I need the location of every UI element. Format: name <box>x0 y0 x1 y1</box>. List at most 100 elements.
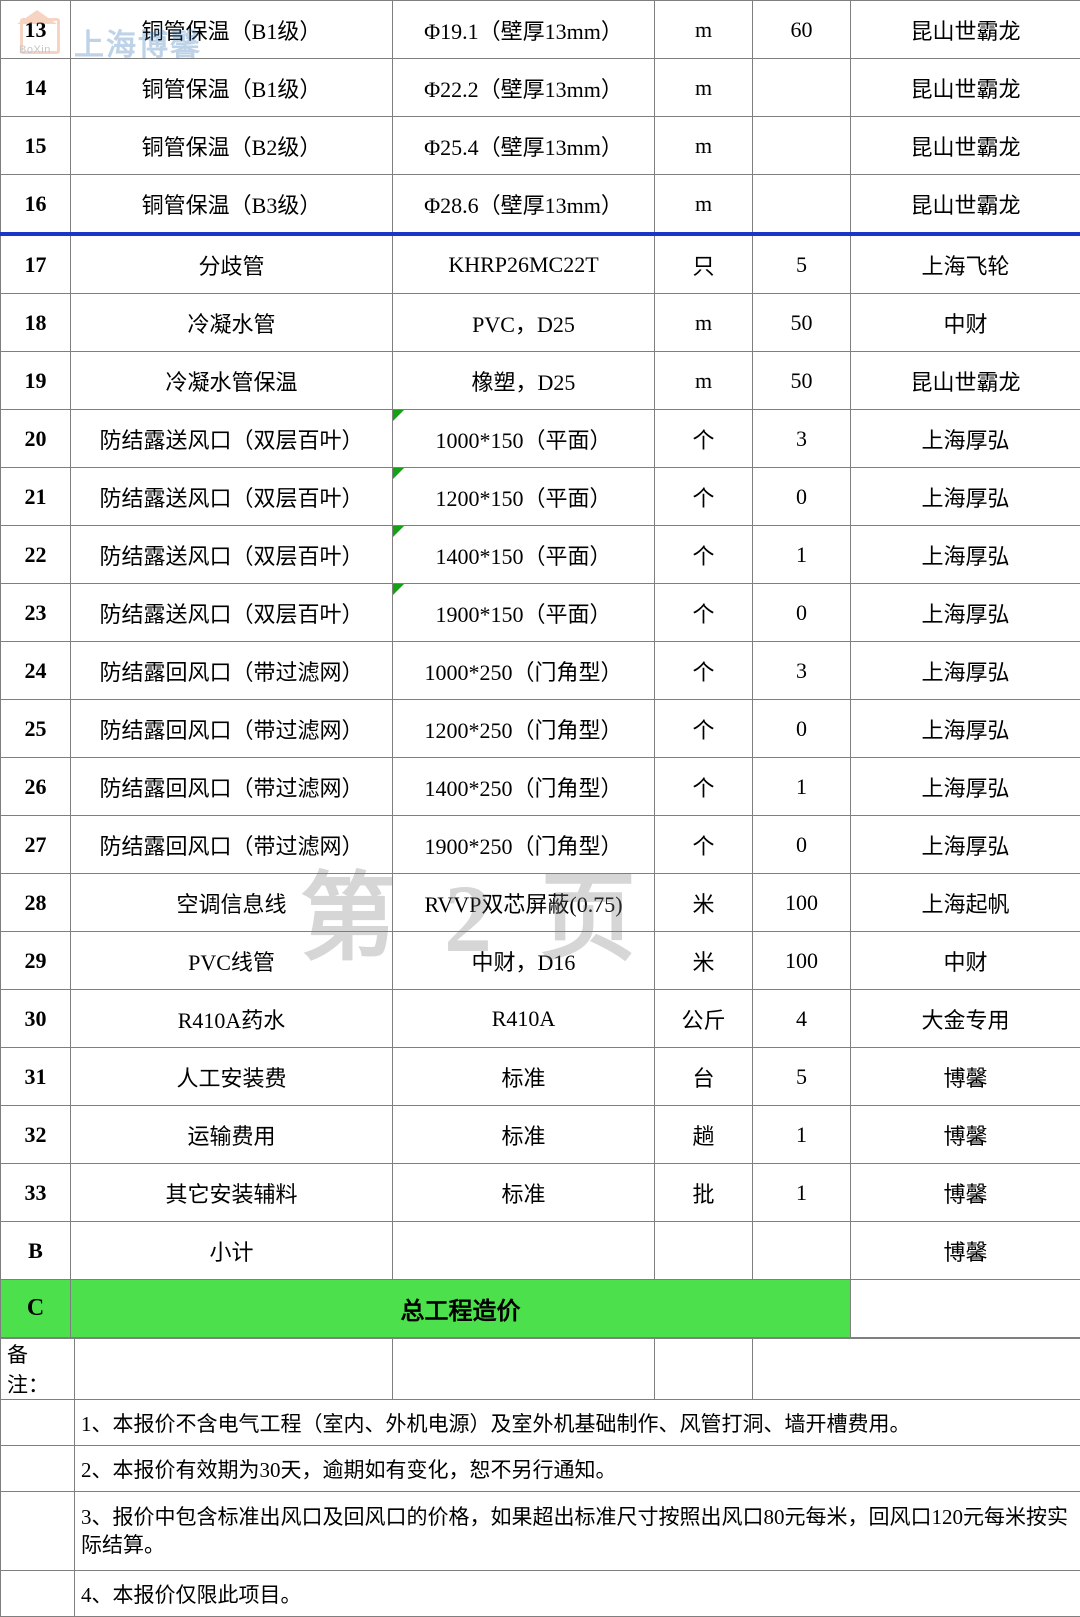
cell-no: 27 <box>1 816 71 874</box>
cell-qty <box>753 175 851 235</box>
remarks-header-cell-3 <box>655 1339 753 1400</box>
cell-unit: m <box>655 117 753 175</box>
table-row: 26 防结露回风口（带过滤网） 1400*250（门角型） 个 1 上海厚弘 <box>1 758 1080 816</box>
cell-qty <box>753 59 851 117</box>
cell-brand: 博馨 <box>851 1106 1080 1164</box>
cell-no: 14 <box>1 59 71 117</box>
cell-name: 其它安装辅料 <box>71 1164 393 1222</box>
cell-qty: 0 <box>753 468 851 526</box>
table-row: 19 冷凝水管保温 橡塑，D25 m 50 昆山世霸龙 <box>1 352 1080 410</box>
cell-no: 32 <box>1 1106 71 1164</box>
cell-qty: 1 <box>753 1164 851 1222</box>
cell-brand: 上海厚弘 <box>851 584 1080 642</box>
cell-no: 18 <box>1 294 71 352</box>
cell-spec: Φ19.1（壁厚13mm） <box>393 1 655 59</box>
cell-unit: 个 <box>655 584 753 642</box>
cell-spec <box>393 1222 655 1280</box>
cell-spec: 标准 <box>393 1048 655 1106</box>
cell-spec: Φ25.4（壁厚13mm） <box>393 117 655 175</box>
cell-unit: 个 <box>655 526 753 584</box>
cell-name: PVC线管 <box>71 932 393 990</box>
cell-qty: 60 <box>753 1 851 59</box>
table-row: 15 铜管保温（B2级） Φ25.4（壁厚13mm） m 昆山世霸龙 <box>1 117 1080 175</box>
remarks-header-cell-4 <box>753 1339 1080 1400</box>
cell-name: 防结露送风口（双层百叶） <box>71 468 393 526</box>
cell-unit: 米 <box>655 874 753 932</box>
cell-no: 13 <box>1 1 71 59</box>
cell-qty: 4 <box>753 990 851 1048</box>
cell-brand: 上海厚弘 <box>851 526 1080 584</box>
table-row: 28 空调信息线 RVVP双芯屏蔽(0.75) 米 100 上海起帆 <box>1 874 1080 932</box>
remarks-item-row: 4、本报价仅限此项目。 <box>1 1571 1080 1617</box>
cell-spec: 1000*150（平面） <box>393 410 655 468</box>
cell-spec: 标准 <box>393 1106 655 1164</box>
table-row: 29 PVC线管 中财，D16 米 100 中财 <box>1 932 1080 990</box>
table-row-grand-total: C 总工程造价 <box>1 1280 1080 1338</box>
cell-unit: 只 <box>655 234 753 294</box>
cell-spec: 中财，D16 <box>393 932 655 990</box>
cell-no: 16 <box>1 175 71 235</box>
cell-no: C <box>1 1280 71 1338</box>
cell-no: B <box>1 1222 71 1280</box>
cell-qty: 3 <box>753 410 851 468</box>
cell-brand: 昆山世霸龙 <box>851 175 1080 235</box>
remarks-table: 备注： 1、本报价不含电气工程（室内、外机电源）及室外机基础制作、风管打洞、墙开… <box>0 1338 1080 1617</box>
cell-unit: m <box>655 352 753 410</box>
cell-no: 29 <box>1 932 71 990</box>
cell-name: 分歧管 <box>71 234 393 294</box>
cell-qty: 0 <box>753 700 851 758</box>
cell-qty: 50 <box>753 294 851 352</box>
cell-qty: 1 <box>753 1106 851 1164</box>
cell-qty: 100 <box>753 874 851 932</box>
cell-name: 防结露送风口（双层百叶） <box>71 410 393 468</box>
cell-unit: m <box>655 175 753 235</box>
remark-item-4: 4、本报价仅限此项目。 <box>75 1571 1080 1617</box>
table-row: 21 防结露送风口（双层百叶） 1200*150（平面） 个 0 上海厚弘 <box>1 468 1080 526</box>
cell-name: 防结露回风口（带过滤网） <box>71 758 393 816</box>
cell-brand: 博馨 <box>851 1048 1080 1106</box>
cell-no: 30 <box>1 990 71 1048</box>
cell-qty: 100 <box>753 932 851 990</box>
cell-qty: 0 <box>753 816 851 874</box>
cell-brand: 昆山世霸龙 <box>851 59 1080 117</box>
table-row: 27 防结露回风口（带过滤网） 1900*250（门角型） 个 0 上海厚弘 <box>1 816 1080 874</box>
cell-spec: 1000*250（门角型） <box>393 642 655 700</box>
cell-unit: 个 <box>655 468 753 526</box>
remarks-header-cell-2 <box>393 1339 655 1400</box>
cell-unit: 个 <box>655 410 753 468</box>
remark-item-3: 3、报价中包含标准出风口及回风口的价格，如果超出标准尺寸按照出风口80元每米，回… <box>75 1492 1080 1571</box>
cell-name: 空调信息线 <box>71 874 393 932</box>
cell-no: 25 <box>1 700 71 758</box>
quotation-table: 13 铜管保温（B1级） Φ19.1（壁厚13mm） m 60 昆山世霸龙 14… <box>0 0 1080 1338</box>
remarks-item-row: 2、本报价有效期为30天，逾期如有变化，恕不另行通知。 <box>1 1446 1080 1492</box>
cell-no: 33 <box>1 1164 71 1222</box>
cell-spec: 1200*250（门角型） <box>393 700 655 758</box>
table-row: 16 铜管保温（B3级） Φ28.6（壁厚13mm） m 昆山世霸龙 <box>1 175 1080 235</box>
table-row: 20 防结露送风口（双层百叶） 1000*150（平面） 个 3 上海厚弘 <box>1 410 1080 468</box>
cell-name: 防结露回风口（带过滤网） <box>71 816 393 874</box>
cell-spec: R410A <box>393 990 655 1048</box>
cell-brand: 上海厚弘 <box>851 758 1080 816</box>
table-row: 23 防结露送风口（双层百叶） 1900*150（平面） 个 0 上海厚弘 <box>1 584 1080 642</box>
cell-brand: 上海厚弘 <box>851 410 1080 468</box>
table-row: 25 防结露回风口（带过滤网） 1200*250（门角型） 个 0 上海厚弘 <box>1 700 1080 758</box>
cell-name: 冷凝水管保温 <box>71 352 393 410</box>
remarks-header-row: 备注： <box>1 1339 1080 1400</box>
cell-spec: 1400*150（平面） <box>393 526 655 584</box>
cell-brand: 中财 <box>851 932 1080 990</box>
cell-qty <box>753 1222 851 1280</box>
cell-brand: 大金专用 <box>851 990 1080 1048</box>
cell-qty: 5 <box>753 234 851 294</box>
cell-name: 铜管保温（B1级） <box>71 59 393 117</box>
remarks-gutter <box>1 1571 75 1617</box>
cell-brand: 博馨 <box>851 1222 1080 1280</box>
cell-no: 21 <box>1 468 71 526</box>
cell-name: 人工安装费 <box>71 1048 393 1106</box>
cell-no: 19 <box>1 352 71 410</box>
cell-unit: 个 <box>655 816 753 874</box>
cell-unit: 米 <box>655 932 753 990</box>
cell-name: 防结露送风口（双层百叶） <box>71 584 393 642</box>
cell-no: 24 <box>1 642 71 700</box>
cell-brand: 上海厚弘 <box>851 468 1080 526</box>
cell-qty: 3 <box>753 642 851 700</box>
